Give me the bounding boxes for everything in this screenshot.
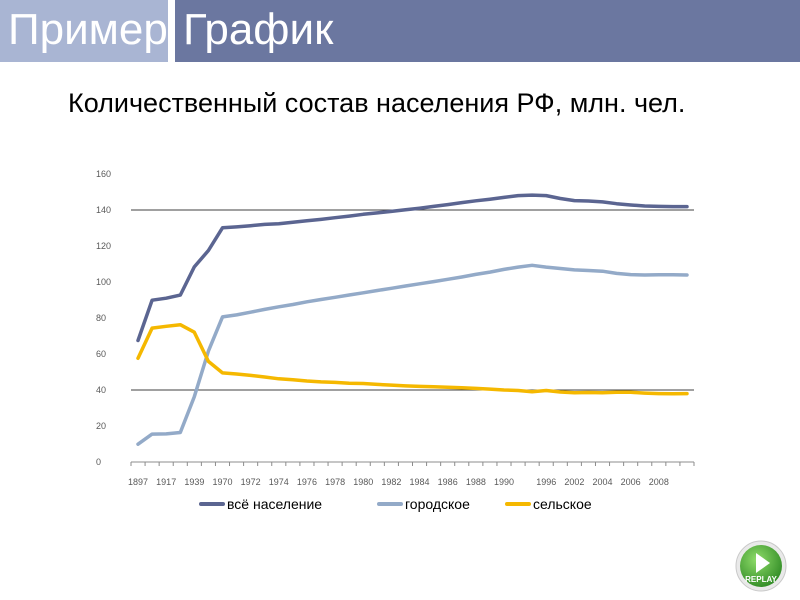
x-tick-label: 1996	[536, 477, 556, 487]
header-right-block: График	[175, 0, 800, 62]
header-left-block: Пример	[0, 0, 168, 62]
series-line-2	[136, 263, 689, 446]
x-tick-label: 1917	[156, 477, 176, 487]
x-tick-label: 2008	[649, 477, 669, 487]
x-tick-label: 1984	[410, 477, 430, 487]
series-line-1	[136, 193, 689, 343]
legend-label: сельское	[533, 496, 592, 512]
x-tick-label: 2004	[592, 477, 612, 487]
x-tick-label: 1897	[128, 477, 148, 487]
replay-icon: REPLAY	[735, 540, 787, 592]
replay-button[interactable]: REPLAY	[734, 539, 788, 593]
x-tick-label: 1986	[438, 477, 458, 487]
x-tick-label: 1982	[381, 477, 401, 487]
legend-label: городское	[405, 496, 470, 512]
x-tick-label: 1978	[325, 477, 345, 487]
replay-label: REPLAY	[745, 575, 777, 584]
y-tick-label: 0	[96, 457, 101, 467]
legend-label: всё население	[227, 496, 322, 512]
x-tick-label: 2002	[564, 477, 584, 487]
header-right-label: График	[183, 5, 334, 54]
series-line-3	[136, 322, 689, 396]
x-tick-label: 1939	[184, 477, 204, 487]
chart-subtitle: Количественный состав населения РФ, млн.…	[68, 88, 686, 118]
y-tick-label: 40	[96, 385, 106, 395]
x-tick-label: 1972	[241, 477, 261, 487]
y-tick-label: 120	[96, 241, 111, 251]
x-tick-label: 1970	[212, 477, 232, 487]
x-tick-label: 1990	[494, 477, 514, 487]
y-tick-label: 80	[96, 313, 106, 323]
x-tick-label: 2006	[621, 477, 641, 487]
y-tick-label: 20	[96, 421, 106, 431]
y-tick-label: 100	[96, 277, 111, 287]
y-tick-label: 140	[96, 205, 111, 215]
x-tick-label: 1988	[466, 477, 486, 487]
header-left-label: Пример	[8, 5, 168, 54]
x-tick-label: 1974	[269, 477, 289, 487]
play-arrow-icon	[756, 553, 770, 573]
y-tick-label: 60	[96, 349, 106, 359]
x-tick-label: 1980	[353, 477, 373, 487]
y-tick-label: 160	[96, 169, 111, 179]
x-tick-label: 1976	[297, 477, 317, 487]
